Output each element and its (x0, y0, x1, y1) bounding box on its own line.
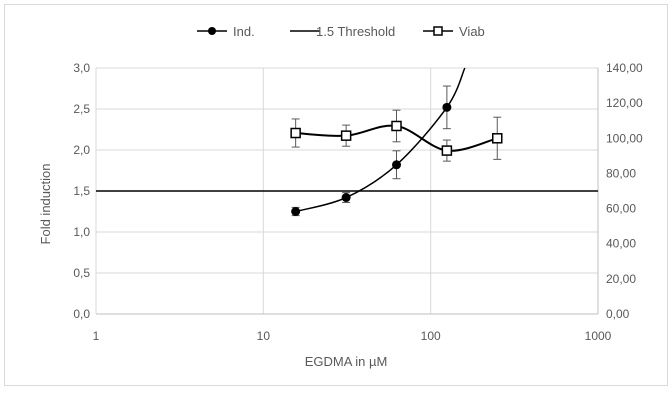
legend-label: Ind. (233, 24, 255, 39)
chart-frame (4, 4, 668, 386)
y-axis-title: Fold induction (38, 164, 53, 245)
y-left-tick-label: 0,0 (73, 307, 90, 321)
legend-label: Viab (459, 24, 485, 39)
y-right-tick-label: 20,00 (606, 272, 636, 286)
y-left-tick-label: 0,5 (73, 266, 90, 280)
ind-point (341, 193, 351, 203)
x-tick-label: 10 (257, 329, 271, 343)
legend-marker (433, 26, 443, 36)
ind-point (392, 160, 402, 170)
y-right-tick-label: 100,00 (606, 131, 643, 145)
ind-point (442, 102, 452, 112)
viab-point (290, 127, 301, 139)
x-tick-label: 1 (93, 329, 100, 343)
legend: Ind. 1.5 Threshold Viab (197, 24, 485, 39)
y-left-tick-label: 1,5 (73, 184, 90, 198)
ind-point (291, 207, 301, 216)
x-tick-label: 1000 (585, 329, 612, 343)
legend-item: Ind. (197, 24, 255, 39)
y-left-tick-label: 1,0 (73, 225, 90, 239)
y-left-tick-label: 2,0 (73, 143, 90, 157)
y-right-tick-label: 140,00 (606, 61, 643, 75)
viab-point (340, 130, 352, 141)
legend-item: Viab (423, 24, 485, 39)
x-axis-title: EGDMA in µM (305, 354, 388, 369)
y-left-tick-label: 2,5 (73, 102, 90, 116)
series-layer (96, 67, 598, 217)
legend-label: 1.5 Threshold (316, 24, 395, 39)
y-right-tick-label: 80,00 (606, 166, 636, 180)
y-right-tick-label: 40,00 (606, 237, 636, 251)
viab-point (492, 133, 503, 144)
x-tick-label: 100 (421, 329, 441, 343)
axis-layer: 0,0 0,5 1,0 1,5 2,0 2,5 3,0 0,00 20,00 40,00 60,00… (73, 61, 643, 343)
viab-point (441, 145, 453, 156)
y-right-tick-label: 120,00 (606, 96, 643, 110)
legend-item: 1.5 Threshold (290, 24, 395, 39)
legend-marker (208, 27, 216, 35)
y-right-tick-label: 60,00 (606, 202, 636, 216)
y-right-tick-label: 0,00 (606, 307, 630, 321)
viab-point (391, 120, 402, 132)
y-left-tick-label: 3,0 (73, 61, 90, 75)
